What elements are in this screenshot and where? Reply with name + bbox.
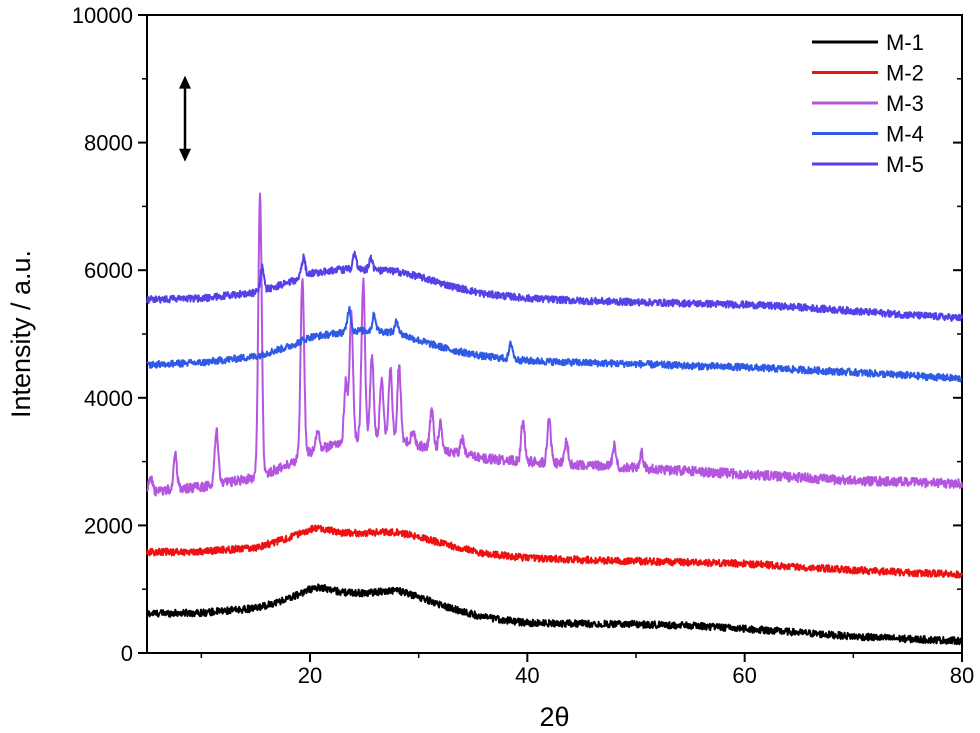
series-line-m-2 — [146, 524, 963, 579]
y-tick-label: 8000 — [84, 131, 133, 156]
x-tick-label: 20 — [298, 663, 322, 688]
series-line-m-4 — [146, 305, 963, 383]
y-tick-label: 10000 — [72, 3, 133, 28]
x-axis-title: 2θ — [539, 702, 569, 732]
y-tick-label: 6000 — [84, 258, 133, 283]
y-tick-label: 2000 — [84, 513, 133, 538]
y-axis-title: Intensity / a.u. — [6, 250, 36, 418]
annotation-layer — [179, 75, 191, 162]
x-tick-label: 80 — [950, 663, 974, 688]
arrow-head-down — [179, 148, 191, 162]
arrow-head-up — [179, 75, 191, 89]
series-layer — [146, 192, 963, 646]
y-tick-label: 4000 — [84, 386, 133, 411]
legend-label-m-4: M-4 — [886, 122, 924, 147]
series-line-m-5 — [146, 250, 963, 322]
legend: M-1 M-2 M-3 M-4 M-5 — [812, 30, 924, 177]
legend-label-m-2: M-2 — [886, 61, 924, 86]
ticks-layer: 20 40 60 80 0 2000 4000 6000 8000 10000 — [72, 3, 974, 688]
legend-label-m-3: M-3 — [886, 91, 924, 116]
legend-label-m-5: M-5 — [886, 152, 924, 177]
y-tick-label: 0 — [121, 641, 133, 666]
x-tick-label: 40 — [515, 663, 539, 688]
x-tick-label: 60 — [732, 663, 756, 688]
series-line-m-1 — [146, 583, 963, 646]
series-line-m-3 — [146, 192, 963, 497]
legend-label-m-1: M-1 — [886, 30, 924, 55]
